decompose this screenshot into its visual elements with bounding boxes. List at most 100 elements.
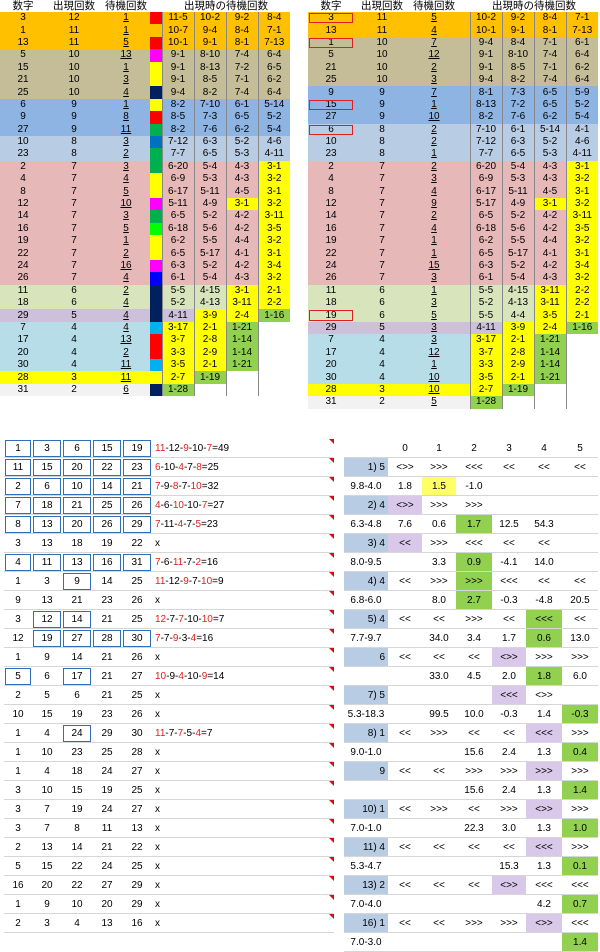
analysis-cell: 14.0 <box>526 552 562 572</box>
history-cell: 6-5 <box>533 98 566 112</box>
table-row: 15 10 1 9-1 8-13 7-2 6-5 <box>0 61 290 74</box>
analysis-row: 15.6 2.4 1.3 1.4 <box>344 780 598 800</box>
analysis-header-cell: 2 <box>456 439 492 458</box>
history-cell: 8-2 <box>161 98 194 112</box>
appearance-count: 7 <box>46 222 102 236</box>
history-cell: 5-14 <box>533 123 566 136</box>
appearance-count: 9 <box>354 86 410 99</box>
analysis-cell <box>562 495 598 515</box>
number-cell: 10 <box>308 135 354 149</box>
history-cell: 9-4 <box>469 73 502 87</box>
appearance-count: 4 <box>354 334 410 347</box>
analysis-cell: << <box>388 723 422 743</box>
analysis-cell: 7.7-9.7 <box>344 628 388 648</box>
combo-number: 25 <box>122 780 152 800</box>
waiting-count: 3 <box>102 160 150 174</box>
combo-number: 25 <box>122 571 152 591</box>
analysis-cell: <<< <box>456 533 492 553</box>
combo-number: 26 <box>122 590 152 610</box>
history-cell: 3-5 <box>257 222 290 236</box>
combo-row: 1 9 14 21 26 x <box>4 647 334 667</box>
combo-expression: x <box>152 647 334 667</box>
analysis-header-cell <box>344 439 388 458</box>
combo-number: 8 <box>4 514 32 534</box>
appearance-count: 7 <box>354 235 410 248</box>
analysis-cell: <<< <box>526 609 562 629</box>
analysis-cell: 7) 5 <box>344 685 388 705</box>
analysis-row: 8.0-9.5 3.3 0.9 -4.1 14.0 <box>344 552 598 572</box>
history-cell: 4-11 <box>469 321 502 335</box>
history-cell: 5-2 <box>533 135 566 149</box>
table-row: 26 7 3 6-1 5-4 4-3 3-2 <box>308 272 598 285</box>
waiting-count: 11 <box>102 123 150 136</box>
history-cell: 5-17 <box>469 197 502 211</box>
appearance-count: 10 <box>46 61 102 74</box>
analysis-cell <box>422 932 456 952</box>
history-cell: 5-4 <box>501 272 534 285</box>
history-cell: 2-2 <box>257 296 290 310</box>
history-cell: 6-17 <box>161 185 194 198</box>
analysis-row: 16) 1 << << >>> >>> <>> <<< <box>344 913 598 933</box>
waiting-count: 1 <box>410 148 458 161</box>
combo-row: 5 15 22 24 25 x <box>4 856 334 876</box>
history-cell: 3-2 <box>565 173 598 186</box>
combo-expression: 11-12-9-10-7=49 <box>152 439 334 458</box>
number-cell: 23 <box>0 148 46 161</box>
history-cell <box>193 383 226 397</box>
combo-row: 1 10 23 25 28 x <box>4 742 334 762</box>
analysis-cell: 0.7 <box>562 894 598 914</box>
combo-number: 14 <box>62 647 92 667</box>
history-cell: 7-1 <box>257 24 290 37</box>
color-swatch <box>150 284 162 297</box>
analysis-row: 1) 5 <>> >>> <<< << << << <box>344 457 598 477</box>
analysis-row: 2) 4 <>> >>> >>> <box>344 495 598 515</box>
analysis-cell: 10.0 <box>456 704 492 724</box>
combo-row: 9 13 21 23 26 x <box>4 590 334 610</box>
number-cell: 11 <box>308 284 354 297</box>
combo-row: 1 3 9 14 25 11-12-9-7-10=9 <box>4 571 334 591</box>
analysis-cell: << <box>526 457 562 477</box>
table-row: 21 10 2 9-1 8-5 7-1 6-2 <box>308 61 598 74</box>
number-cell: 22 <box>0 247 46 260</box>
table-row: 28 3 11 2-7 1-19 <box>0 371 290 384</box>
color-swatch <box>458 247 470 260</box>
combo-number: 4 <box>4 552 32 572</box>
history-cell: 5-11 <box>501 185 534 198</box>
number-cell: 19 <box>308 309 354 322</box>
color-swatch <box>150 160 162 174</box>
analysis-cell <box>526 476 562 496</box>
waiting-count: 1 <box>102 24 150 37</box>
history-cell: 4-11 <box>161 309 194 322</box>
analysis-cell <box>562 533 598 553</box>
analysis-table: 0 1 2 3 4 5 1) 5 <>> >>> <<< << << << 9.8-4.0 1.8 1.5 -1… <box>344 439 598 952</box>
appearance-count: 7 <box>354 272 410 285</box>
number-cell: 30 <box>308 371 354 384</box>
combo-number: 16 <box>122 913 152 933</box>
history-cell: 9-1 <box>161 49 194 62</box>
history-cell: 1-14 <box>533 358 566 372</box>
appearance-count: 7 <box>46 272 102 285</box>
number-cell: 6 <box>308 123 354 136</box>
color-swatch <box>150 358 162 372</box>
analysis-cell: >>> <box>456 495 492 515</box>
combo-number: 27 <box>122 799 152 819</box>
right-frequency-table: 数字 出現回数 待機回数 出現時の待機回数 3 11 5 10-2 9-2 8-4 7-1 13 11 4… <box>308 0 598 409</box>
table-row: 20 4 2 3-3 2-9 1-14 <box>0 346 290 359</box>
analysis-cell: 6.0 <box>562 666 598 686</box>
analysis-cell: 5.3-18.3 <box>344 704 388 724</box>
number-cell: 23 <box>308 148 354 161</box>
appearance-count: 11 <box>354 24 410 37</box>
combo-number: 2 <box>4 476 32 496</box>
color-swatch <box>458 36 470 50</box>
color-swatch <box>150 197 162 211</box>
analysis-row: 6.3-4.8 7.6 0.6 1.7 12.5 54.3 <box>344 514 598 534</box>
combo-number: 8 <box>62 818 92 838</box>
history-cell: 7-1 <box>565 12 598 25</box>
analysis-cell: 20.5 <box>562 590 598 610</box>
table-row: 15 9 1 8-13 7-2 6-5 5-2 <box>308 98 598 112</box>
combo-number: 6 <box>62 685 92 705</box>
color-swatch <box>150 123 162 136</box>
history-cell: 3-9 <box>501 321 534 335</box>
history-cell: 3-1 <box>225 197 258 211</box>
combo-number: 21 <box>62 495 92 515</box>
